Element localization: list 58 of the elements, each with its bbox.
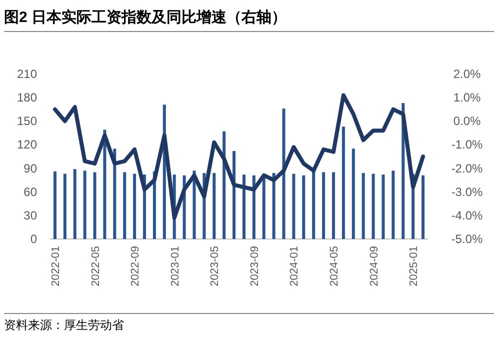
line-series: [52, 93, 426, 220]
bar: [342, 126, 345, 239]
y2-tick-label: -4.0%: [451, 208, 483, 222]
y-tick-label: 180: [16, 90, 38, 105]
bar: [422, 175, 425, 239]
bar: [73, 169, 76, 239]
x-tick-label: 2025-01: [408, 246, 420, 286]
bar: [63, 174, 66, 239]
x-tick-label: 2023-09: [248, 246, 261, 286]
bar: [133, 174, 136, 239]
bar: [232, 151, 236, 239]
text: 资料来源：厚生劳动省: [4, 313, 494, 334]
x-tick-label: 2024-05: [328, 246, 340, 286]
bar: [113, 148, 116, 239]
bar: [292, 174, 296, 239]
x-tick-label: 2024-01: [288, 246, 301, 286]
y2-tick-label: 1.0%: [453, 90, 481, 105]
bar: [272, 173, 276, 239]
bar: [332, 172, 335, 239]
y-tick-label: 90: [24, 161, 38, 176]
y2-tick-label: -3.0%: [451, 184, 483, 199]
chart-title: 图2 日本实际工资指数及同比增速（右轴）: [4, 8, 494, 32]
y2-tick-label: -1.0%: [451, 138, 483, 152]
bar: [123, 172, 126, 239]
y-tick-label: 0: [30, 232, 38, 246]
x-tick-label: 2022-05: [90, 246, 102, 286]
x-tick-label: 2024-09: [368, 246, 380, 286]
bar: [312, 171, 316, 239]
x-tick-label: 2023-01: [169, 246, 182, 286]
bar: [192, 170, 196, 239]
x-tick-label: 2022-01: [50, 246, 62, 286]
bar: [302, 175, 306, 239]
bar: [362, 173, 365, 239]
bar: [392, 170, 395, 239]
y2-tick-label: 0.0%: [453, 114, 481, 128]
bar: [242, 174, 246, 239]
bar: [382, 174, 385, 239]
x-tick-label: 2023-05: [209, 246, 222, 286]
bar: [352, 148, 355, 239]
y2-tick-label: -5.0%: [451, 232, 483, 246]
bar: [322, 172, 326, 239]
y-tick-label: 210: [16, 67, 38, 81]
bar: [372, 174, 375, 239]
y-tick-label: 60: [24, 184, 38, 199]
bar: [222, 131, 226, 239]
y-tick-label: 120: [16, 138, 38, 152]
bar: [252, 175, 256, 239]
bar: [83, 170, 86, 239]
y-tick-label: 150: [16, 114, 38, 128]
bar: [93, 172, 96, 239]
x-tick-label: 2022-09: [130, 246, 142, 286]
bar: [103, 130, 106, 239]
y-tick-label: 30: [24, 208, 38, 222]
y2-tick-label: 2.0%: [453, 67, 481, 81]
y2-tick-label: -2.0%: [451, 161, 483, 176]
bar: [53, 171, 56, 239]
bar: [282, 108, 286, 239]
bar: [212, 173, 216, 239]
